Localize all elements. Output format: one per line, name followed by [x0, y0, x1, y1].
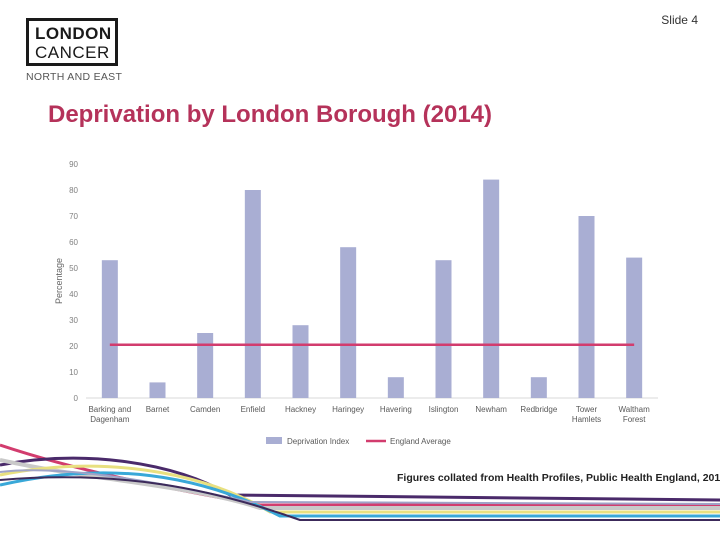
x-tick-label: Islington — [429, 405, 459, 414]
bar — [626, 257, 643, 398]
y-tick-label: 20 — [69, 342, 78, 351]
legend-label-deprivation: Deprivation Index — [287, 437, 349, 446]
x-tick-label-line: Newham — [475, 405, 507, 414]
x-tick-label-line: Hamlets — [572, 415, 601, 424]
slide-title: Deprivation by London Borough (2014) — [48, 101, 493, 128]
x-tick-label-line: Tower — [576, 405, 598, 414]
x-tick-label-line: Dagenham — [90, 415, 129, 424]
x-tick-label: Haringey — [332, 405, 364, 414]
y-tick-label: 50 — [69, 264, 78, 273]
x-tick-label-line: Redbridge — [520, 405, 557, 414]
x-tick-label-line: Forest — [623, 415, 646, 424]
decorative-footer-swoosh — [0, 443, 720, 521]
x-tick-label: Havering — [380, 405, 412, 414]
y-tick-label: 10 — [69, 368, 78, 377]
y-tick-label: 0 — [74, 394, 79, 403]
logo-line-1: LONDON — [35, 24, 112, 43]
y-tick-label: 40 — [69, 290, 78, 299]
bar — [292, 325, 309, 398]
y-tick-label: 60 — [69, 238, 78, 247]
y-tick-label: 90 — [69, 160, 78, 169]
bar — [387, 377, 404, 398]
x-tick-label: Waltham Forest — [619, 405, 651, 424]
x-tick-label: Barnet — [146, 405, 170, 414]
logo: LONDON CANCER NORTH AND EAST — [26, 18, 144, 83]
x-tick-label: Tower Hamlets — [572, 405, 601, 424]
bar — [197, 333, 214, 398]
bar — [483, 179, 500, 398]
x-tick-label-line: Havering — [380, 405, 412, 414]
x-tick-label-line: Barnet — [146, 405, 170, 414]
bar — [530, 377, 547, 398]
bar — [244, 190, 261, 398]
bar — [149, 382, 166, 398]
bar — [578, 216, 595, 398]
y-tick-label: 80 — [69, 186, 78, 195]
y-axis-label: Percentage — [54, 258, 64, 304]
source-note: Figures collated from Health Profiles, P… — [397, 472, 720, 484]
x-tick-label-line: Enfield — [241, 405, 265, 414]
x-tick-label-line: Hackney — [285, 405, 316, 414]
x-tick-label: Enfield — [241, 405, 265, 414]
x-tick-label-line: Waltham — [619, 405, 651, 414]
slide-number: Slide 4 — [661, 13, 698, 27]
x-tick-label-line: Islington — [429, 405, 459, 414]
logo-subtitle: NORTH AND EAST — [26, 71, 123, 83]
logo-line-2: CANCER — [35, 43, 110, 62]
bar — [435, 260, 452, 398]
x-tick-label: Redbridge — [520, 405, 557, 414]
y-tick-label: 30 — [69, 316, 78, 325]
legend-swatch-deprivation — [266, 437, 282, 444]
x-tick-label-line: Barking and — [88, 405, 131, 414]
x-tick-label: Barking and Dagenham — [88, 405, 131, 424]
bar — [340, 247, 357, 398]
bar-chart: 0 10 20 30 40 50 60 70 80 90 Percentage Barking and… — [54, 160, 658, 446]
logo-box: LONDON CANCER — [26, 18, 118, 66]
x-tick-label: Camden — [190, 405, 220, 414]
x-tick-label: Newham — [475, 405, 507, 414]
x-tick-label: Hackney — [285, 405, 316, 414]
x-tick-label-line: Camden — [190, 405, 220, 414]
bar — [101, 260, 118, 398]
y-tick-label: 70 — [69, 212, 78, 221]
legend-label-average: England Average — [390, 437, 451, 446]
x-tick-label-line: Haringey — [332, 405, 364, 414]
